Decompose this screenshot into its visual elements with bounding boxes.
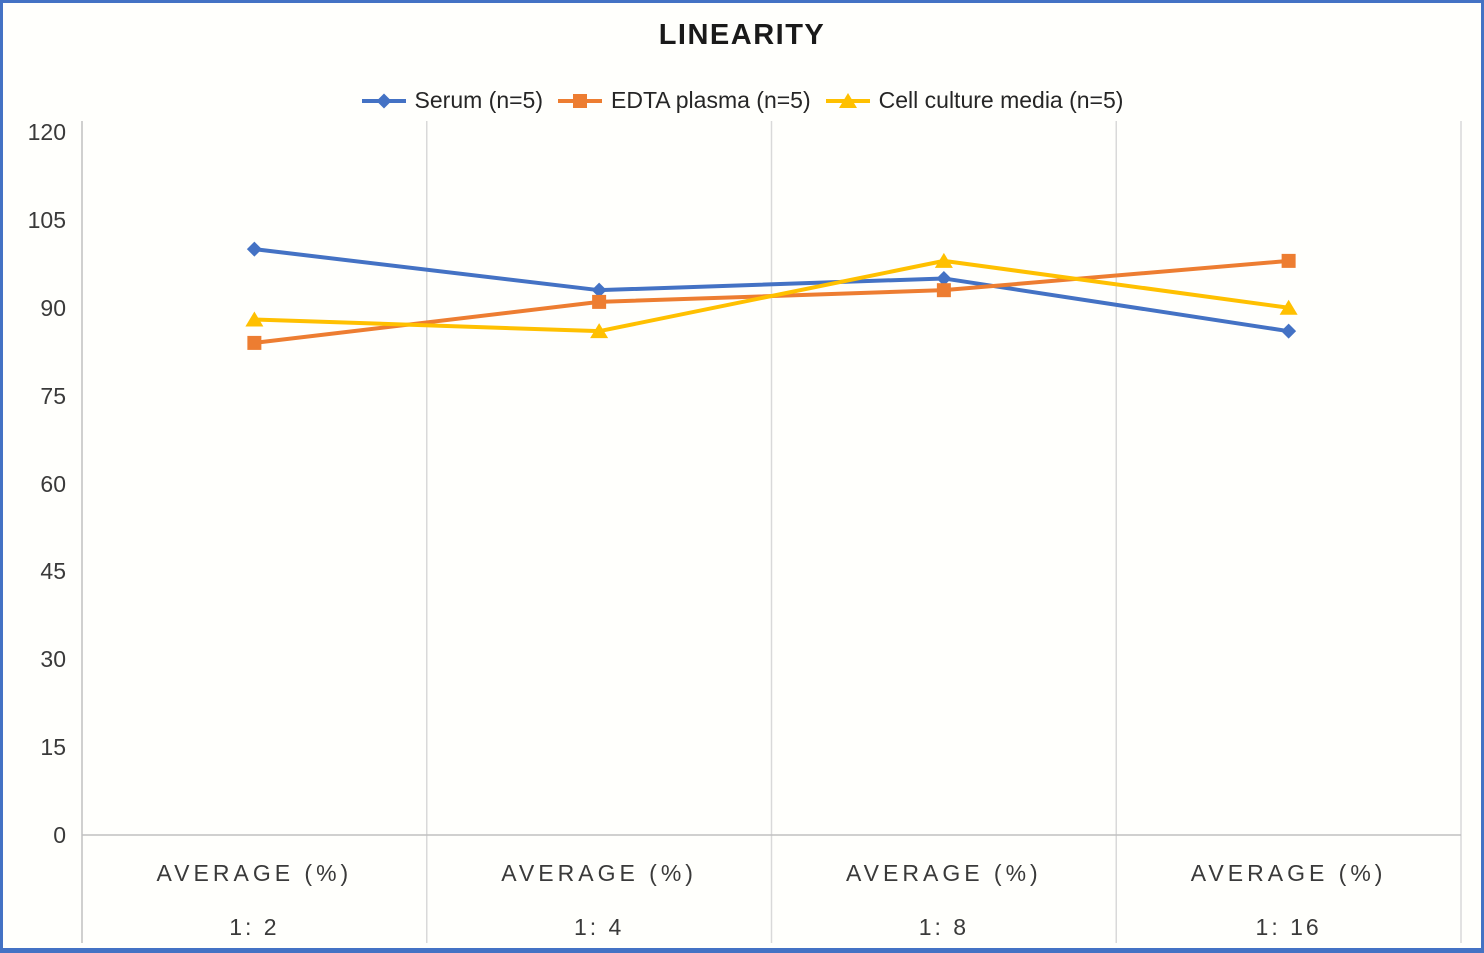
legend-label: Cell culture media (n=5) [878,87,1124,113]
category-dilution-label: 1: 4 [573,914,625,940]
diamond-marker [246,241,262,257]
category-label-1: AVERAGE (%) 1: 2 [81,858,427,942]
plot-svg [81,121,1462,943]
diamond-marker [936,270,952,286]
square-legend-icon [558,93,603,108]
category-label-2: AVERAGE (%) 1: 4 [426,858,772,942]
category-label-4: AVERAGE (%) 1: 16 [1116,858,1462,942]
triangle-legend-icon [825,92,870,108]
y-tick-label: 90 [40,294,66,321]
legend-item-2: EDTA plasma (n=5) [557,87,811,114]
legend: Serum (n=5) EDTA plasma (n=5) Cell culture… [3,87,1481,114]
plot-area: 0 15 30 45 60 75 90 105 120 AVERAGE (%) 1: 2 AVERAG… [3,3,1481,948]
square-marker [592,294,607,309]
y-tick-label: 0 [53,822,66,848]
legend-label: EDTA plasma (n=5) [611,87,811,113]
y-tick-label: 105 [27,206,66,233]
series-line-1 [254,247,1289,334]
category-axis-title: AVERAGE (%) [501,860,697,886]
y-tick-label: 30 [40,646,66,673]
y-tick-label: 60 [40,470,66,497]
legend-item-3: Cell culture media (n=5) [825,87,1124,114]
diamond-marker [1281,323,1297,339]
category-dilution-label: 1: 2 [229,914,280,940]
y-tick-label: 120 [27,119,66,145]
square-marker [1281,253,1296,268]
triangle-marker [1279,299,1298,315]
y-tick-label: 45 [40,558,66,585]
legend-item-1: Serum (n=5) [361,87,543,114]
category-axis-title: AVERAGE (%) [846,860,1042,886]
chart-title: LINEARITY [658,19,826,51]
category-dilution-label: 1: 16 [1255,914,1322,940]
series-line-3 [254,258,1289,334]
square-marker [247,335,262,350]
category-dilution-label: 1: 8 [918,914,970,940]
y-tick-label: 75 [40,382,66,409]
category-label-3: AVERAGE (%) 1: 8 [771,858,1117,942]
triangle-marker [245,311,264,327]
y-tick-label: 15 [40,734,66,761]
diamond-marker [591,282,607,298]
square-marker [936,283,951,298]
category-axis-title: AVERAGE (%) [156,860,353,886]
category-axis-title: AVERAGE (%) [1190,860,1387,886]
diamond-legend-icon [361,93,406,108]
triangle-marker [934,252,953,268]
triangle-marker [590,323,609,339]
legend-label: Serum (n=5) [414,87,544,113]
